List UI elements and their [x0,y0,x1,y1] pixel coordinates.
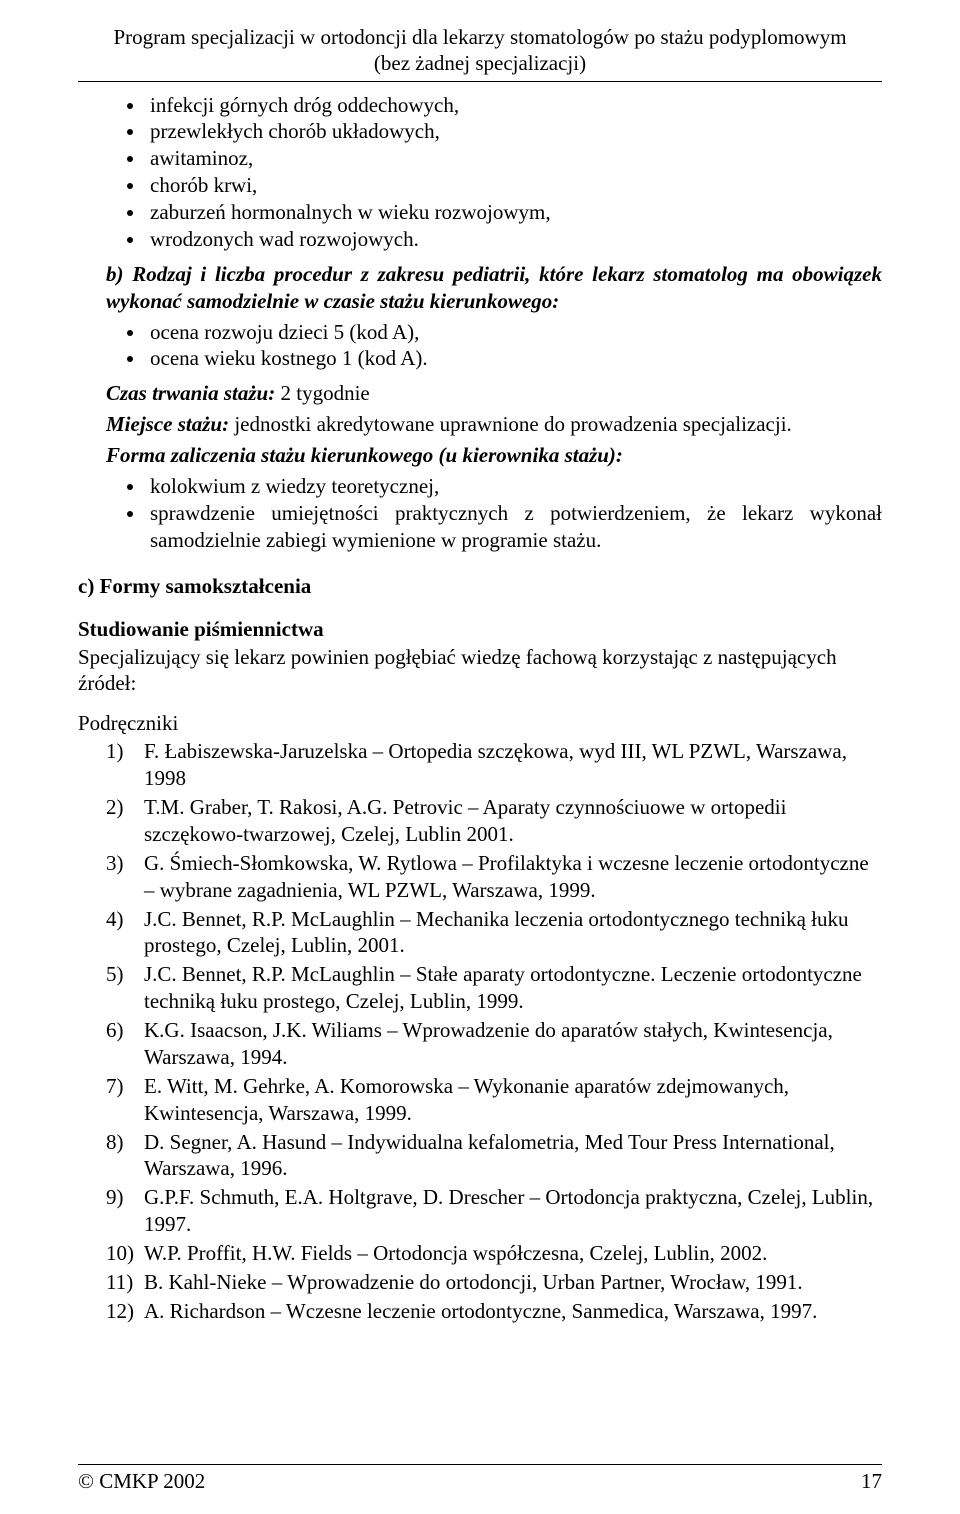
place-line: Miejsce stażu: jednostki akredytowane up… [78,411,882,438]
list-item: przewlekłych chorób układowych, [146,118,882,145]
header-line-2: (bez żadnej specjalizacji) [78,50,882,76]
list-item: ocena wieku kostnego 1 (kod A). [146,345,882,372]
reference-item: W.P. Proffit, H.W. Fields – Ortodoncja w… [106,1240,882,1267]
list-item: wrodzonych wad rozwojowych. [146,226,882,253]
duration-label: Czas trwania stażu: [106,381,275,405]
page-footer: © CMKP 2002 17 [78,1464,882,1494]
list-item: zaburzeń hormonalnych w wieku rozwojowym… [146,199,882,226]
reference-item: D. Segner, A. Hasund – Indywidualna kefa… [106,1129,882,1183]
list-item: awitaminoz, [146,145,882,172]
section-c-heading: c) Formy samokształcenia [78,574,882,599]
footer-page-number: 17 [861,1469,882,1494]
reference-item: J.C. Bennet, R.P. McLaughlin – Mechanika… [106,906,882,960]
reference-item: F. Łabiszewska-Jaruzelska – Ortopedia sz… [106,738,882,792]
form-bullets: kolokwium z wiedzy teoretycznej, sprawdz… [78,473,882,554]
reference-item: B. Kahl-Nieke – Wprowadzenie do ortodonc… [106,1269,882,1296]
list-item: kolokwium z wiedzy teoretycznej, [146,473,882,500]
place-value: jednostki akredytowane uprawnione do pro… [229,412,792,436]
reference-item: G. Śmiech-Słomkowska, W. Rytlowa – Profi… [106,850,882,904]
top-bullet-list: infekcji górnych dróg oddechowych, przew… [78,92,882,253]
page: Program specjalizacji w ortodoncji dla l… [0,0,960,1514]
subheading-studiowanie: Studiowanie piśmiennictwa [78,617,882,642]
reference-item: T.M. Graber, T. Rakosi, A.G. Petrovic – … [106,794,882,848]
reference-item: K.G. Isaacson, J.K. Wiliams – Wprowadzen… [106,1017,882,1071]
reference-item: E. Witt, M. Gehrke, A. Komorowska – Wyko… [106,1073,882,1127]
duration-line: Czas trwania stażu: 2 tygodnie [78,380,882,407]
section-b-bullets: ocena rozwoju dzieci 5 (kod A), ocena wi… [78,319,882,373]
reference-item: G.P.F. Schmuth, E.A. Holtgrave, D. Dresc… [106,1184,882,1238]
header-line-1: Program specjalizacji w ortodoncji dla l… [78,24,882,50]
list-item: chorób krwi, [146,172,882,199]
form-label: Forma zaliczenia stażu kierunkowego (u k… [78,442,882,469]
intro-text: Specjalizujący się lekarz powinien pogłę… [78,644,882,698]
place-label: Miejsce stażu: [106,412,229,436]
reference-item: A. Richardson – Wczesne leczenie ortodon… [106,1298,882,1325]
footer-copyright: © CMKP 2002 [78,1469,205,1494]
list-item: sprawdzenie umiejętności praktycznych z … [146,500,882,554]
references-list: F. Łabiszewska-Jaruzelska – Ortopedia sz… [78,738,882,1324]
header-rule [78,81,882,82]
page-header: Program specjalizacji w ortodoncji dla l… [78,24,882,77]
section-b-heading: b) Rodzaj i liczba procedur z zakresu pe… [78,261,882,315]
footer-rule [78,1464,882,1465]
list-item: infekcji górnych dróg oddechowych, [146,92,882,119]
duration-value: 2 tygodnie [275,381,370,405]
list-item: ocena rozwoju dzieci 5 (kod A), [146,319,882,346]
reference-item: J.C. Bennet, R.P. McLaughlin – Stałe apa… [106,961,882,1015]
list-label-podreczniki: Podręczniki [78,711,882,736]
